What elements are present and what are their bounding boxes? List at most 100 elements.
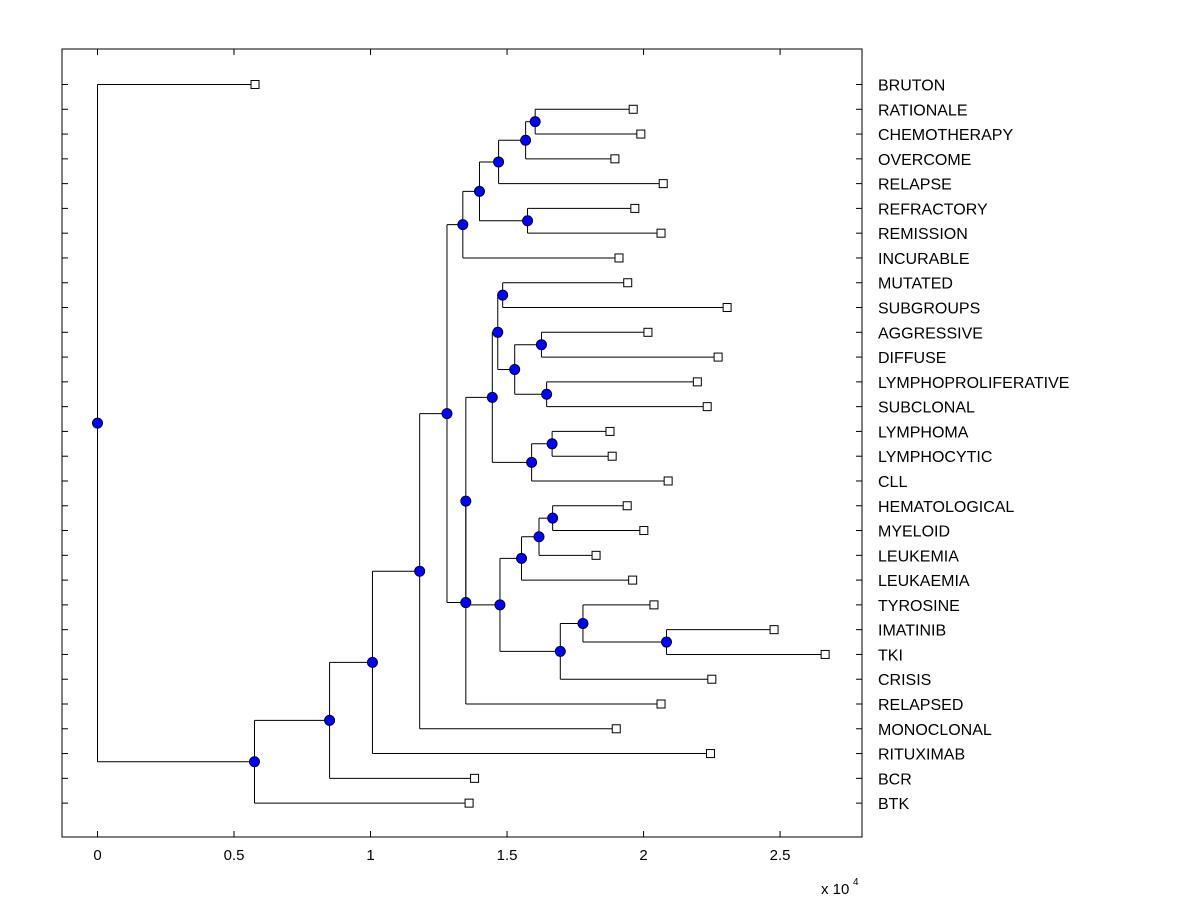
merge-node xyxy=(441,408,453,420)
merge-node xyxy=(497,289,509,301)
y-axis-ticks xyxy=(62,84,862,804)
leaf-marker xyxy=(605,426,615,436)
merge-node xyxy=(509,363,521,375)
leaf-label: SUBCLONAL xyxy=(878,400,975,417)
x-tick-label: 1.5 xyxy=(497,847,518,864)
leaf-labels: BRUTON RATIONALE CHEMOTHERAPY OVERCOME RELAP… xyxy=(878,78,1069,814)
leaf-marker xyxy=(628,575,638,585)
leaf-markers xyxy=(250,80,830,808)
leaf-label: CRISIS xyxy=(878,672,931,689)
merge-node xyxy=(546,438,558,450)
merge-node xyxy=(460,495,472,507)
leaf-marker xyxy=(663,476,673,486)
leaf-label: RITUXIMAB xyxy=(878,747,965,764)
merge-node xyxy=(577,617,589,629)
leaf-marker xyxy=(622,501,632,511)
merge-node xyxy=(526,456,538,468)
leaf-label: RATIONALE xyxy=(878,102,968,119)
leaf-marker xyxy=(611,724,621,734)
leaf-marker xyxy=(636,129,646,139)
x-tick-label: 2.5 xyxy=(770,847,791,864)
leaf-label: BTK xyxy=(878,796,909,813)
merge-node xyxy=(91,417,103,429)
leaf-marker xyxy=(623,278,633,288)
leaf-label: AGGRESSIVE xyxy=(878,325,983,342)
leaf-marker xyxy=(639,526,649,536)
leaf-label: LEUKEMIA xyxy=(878,548,959,565)
merge-node xyxy=(324,714,336,726)
leaf-label: DIFFUSE xyxy=(878,350,946,367)
merge-node xyxy=(473,185,485,197)
merge-node xyxy=(486,391,498,403)
x-tick-label: 2 xyxy=(639,847,647,864)
leaf-marker xyxy=(713,352,723,362)
leaf-marker xyxy=(692,377,702,387)
leaf-marker xyxy=(722,303,732,313)
leaf-label: LYMPHOPROLIFERATIVE xyxy=(878,375,1069,392)
leaf-marker xyxy=(769,625,779,635)
merge-node xyxy=(535,339,547,351)
leaf-label: REFRACTORY xyxy=(878,201,988,218)
leaf-marker xyxy=(250,80,260,89)
leaf-label: INCURABLE xyxy=(878,251,970,268)
leaf-marker xyxy=(614,253,624,263)
plot-area xyxy=(61,48,863,838)
leaf-marker xyxy=(643,327,653,337)
merge-node xyxy=(492,326,504,338)
leaf-label: BCR xyxy=(878,771,912,788)
leaf-marker xyxy=(628,104,638,114)
merge-node xyxy=(554,645,566,657)
x-scale-label: x 10 xyxy=(821,881,849,898)
leaf-marker xyxy=(607,451,617,461)
merge-node xyxy=(516,552,528,564)
leaf-label: OVERCOME xyxy=(878,152,971,169)
leaf-marker xyxy=(649,600,659,610)
x-tick-label: 0.5 xyxy=(224,847,245,864)
leaf-marker xyxy=(658,179,668,189)
leaf-marker xyxy=(707,674,717,684)
merge-node xyxy=(248,756,260,768)
merge-nodes xyxy=(91,116,673,768)
leaf-label: MONOCLONAL xyxy=(878,722,992,739)
x-axis-ticks: 0 0.5 1 1.5 2 2.5 xyxy=(93,49,791,864)
x-tick-label: 1 xyxy=(366,847,374,864)
merge-node xyxy=(493,156,505,168)
leaf-marker xyxy=(610,154,620,164)
merge-node xyxy=(494,599,506,611)
merge-node xyxy=(547,512,559,524)
leaf-marker xyxy=(464,798,474,808)
leaf-label: TKI xyxy=(878,647,903,664)
leaf-label: LYMPHOMA xyxy=(878,424,969,441)
leaf-label: MYELOID xyxy=(878,524,950,541)
leaf-marker xyxy=(470,773,480,783)
leaf-marker xyxy=(705,749,715,759)
leaf-marker xyxy=(656,228,666,238)
leaf-label: CHEMOTHERAPY xyxy=(878,127,1013,144)
leaf-label: REMISSION xyxy=(878,226,968,243)
merge-node xyxy=(541,388,553,400)
leaf-marker xyxy=(630,203,640,213)
leaf-marker xyxy=(702,402,712,412)
leaf-label: RELAPSED xyxy=(878,697,963,714)
leaf-marker xyxy=(591,550,601,560)
merge-node xyxy=(414,565,426,577)
merge-node xyxy=(457,219,469,231)
leaf-label: IMATINIB xyxy=(878,623,946,640)
leaf-label: MUTATED xyxy=(878,276,953,293)
x-tick-label: 0 xyxy=(93,847,101,864)
leaf-marker xyxy=(656,699,666,709)
x-scale-exponent: 4 xyxy=(853,877,859,888)
leaf-label: HEMATOLOGICAL xyxy=(878,499,1014,516)
leaf-label: SUBGROUPS xyxy=(878,301,980,318)
leaf-marker xyxy=(820,649,830,659)
merge-node xyxy=(366,656,378,668)
leaf-label: CLL xyxy=(878,474,907,491)
leaf-label: RELAPSE xyxy=(878,177,952,194)
merge-node xyxy=(520,134,532,146)
leaf-label: BRUTON xyxy=(878,78,945,95)
merge-node xyxy=(661,636,673,648)
merge-node xyxy=(460,597,472,609)
merge-node xyxy=(522,215,534,227)
merge-node xyxy=(529,116,541,128)
